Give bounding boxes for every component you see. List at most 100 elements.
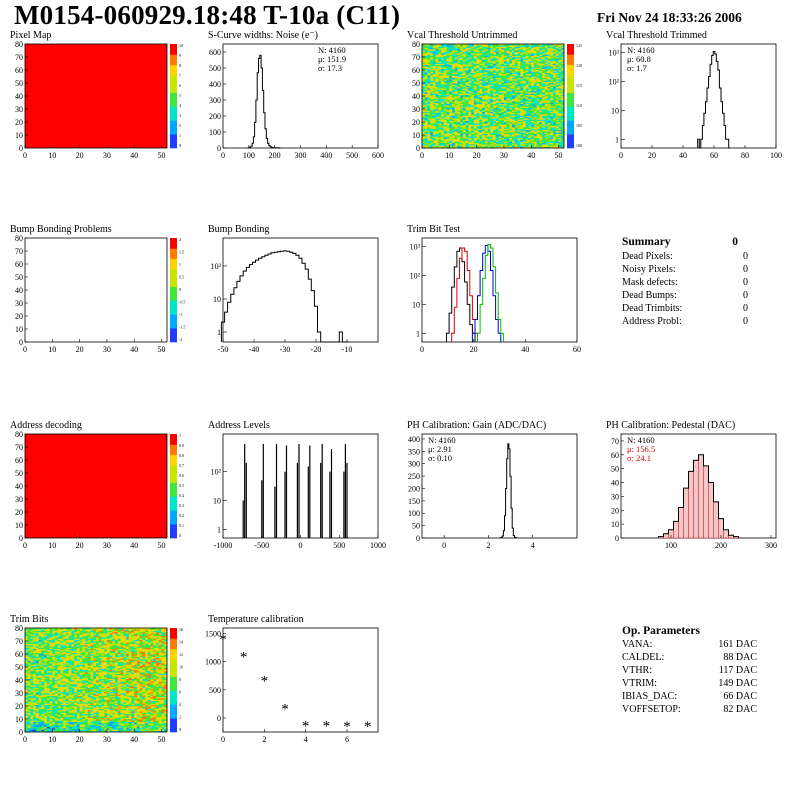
palette-cell (567, 75, 574, 79)
palette-cell (170, 141, 177, 145)
x-tick-label: 40 (527, 151, 535, 160)
x-tick-label: 100 (243, 151, 255, 160)
y-tick-label: 70 (15, 247, 23, 256)
palette-cell (567, 131, 574, 135)
histogram-bar (704, 466, 709, 538)
palette-tick-label: 1 (179, 133, 181, 138)
x-tick-label: 20 (473, 151, 481, 160)
palette-cell (170, 486, 177, 490)
x-tick-label: 30 (103, 541, 111, 550)
palette-cell (170, 65, 177, 69)
plot-frame (422, 238, 577, 342)
y-tick-label: 0 (416, 144, 420, 153)
x-tick-label: 40 (521, 345, 529, 354)
palette-tick-label: 0.5 (179, 275, 184, 280)
palette-cell (170, 262, 177, 266)
palette-cell (170, 238, 177, 242)
palette-cell (170, 269, 177, 273)
x-tick-label: 100 (770, 151, 782, 160)
palette-cell (567, 99, 574, 103)
x-tick-label: 20 (470, 345, 478, 354)
palette-tick-label: 5 (179, 93, 181, 98)
palette-cell (567, 120, 574, 124)
palette-cell (170, 521, 177, 525)
palette-cell (170, 503, 177, 507)
palette-cell (170, 528, 177, 532)
x-tick-label: 0 (23, 541, 27, 550)
y-tick-label: 50 (15, 469, 23, 478)
palette-cell (170, 318, 177, 322)
palette-tick-label: 3 (179, 113, 181, 118)
palette-cell (170, 252, 177, 256)
stats-line: σ: 17.3 (318, 63, 342, 73)
y-tick-label: 0 (19, 144, 23, 153)
palette-cell (170, 89, 177, 93)
x-tick-label: 10 (48, 151, 56, 160)
x-tick-label: 0 (442, 541, 446, 550)
palette-cell (170, 72, 177, 76)
histogram-bar (664, 534, 669, 538)
y-tick-label: 80 (15, 40, 23, 49)
x-tick-label: 60 (710, 151, 718, 160)
y-tick-label: 10³ (609, 49, 620, 58)
x-tick-label: -50 (218, 345, 229, 354)
palette-cell (567, 134, 574, 138)
page-date: Fri Nov 24 18:33:26 2006 (597, 10, 742, 26)
x-tick-label: 600 (372, 151, 384, 160)
palette-cell (170, 489, 177, 493)
y-tick-label: 200 (209, 112, 221, 121)
y-tick-label: 60 (15, 66, 23, 75)
palette-tick-label: 0.4 (179, 493, 184, 498)
y-tick-label: 20 (15, 508, 23, 517)
y-tick-label: 0 (217, 144, 221, 153)
y-tick-label: 10 (412, 300, 420, 309)
x-tick-label: 200 (715, 541, 727, 550)
palette-cell (170, 120, 177, 124)
palette-cell (567, 89, 574, 93)
x-tick-label: 40 (130, 345, 138, 354)
x-tick-label: 300 (295, 151, 307, 160)
x-tick-label: 1000 (370, 541, 386, 550)
palette-cell (567, 86, 574, 90)
x-tick-label: 0 (221, 151, 225, 160)
palette-cell (567, 141, 574, 145)
x-tick-label: 0 (23, 345, 27, 354)
y-tick-label: 1 (217, 525, 221, 534)
palette-cell (170, 280, 177, 284)
palette-cell (567, 145, 574, 149)
histogram-bar (684, 488, 689, 538)
palette-cell (170, 58, 177, 62)
palette-tick-label: 4 (179, 103, 181, 108)
x-tick-label: 20 (76, 345, 84, 354)
y-tick-label: 50 (15, 79, 23, 88)
stats-line: σ: 1.7 (627, 63, 647, 73)
palette-cell (170, 124, 177, 128)
palette-cell (567, 47, 574, 51)
palette-cell (170, 472, 177, 476)
histogram-bar (709, 483, 714, 539)
y-tick-label: 10 (611, 520, 619, 529)
palette-cell (170, 245, 177, 249)
x-tick-label: 20 (76, 151, 84, 160)
x-tick-label: -1000 (214, 541, 233, 550)
palette-tick-label: 6 (179, 83, 181, 88)
palette-cell (170, 332, 177, 336)
palette-cell (567, 96, 574, 100)
histogram-line (500, 444, 517, 538)
palette-cell (170, 510, 177, 514)
palette-tick-label: 105 (576, 123, 582, 128)
y-tick-label: 40 (15, 482, 23, 491)
palette-tick-label: 2 (179, 237, 181, 242)
palette-cell (170, 496, 177, 500)
